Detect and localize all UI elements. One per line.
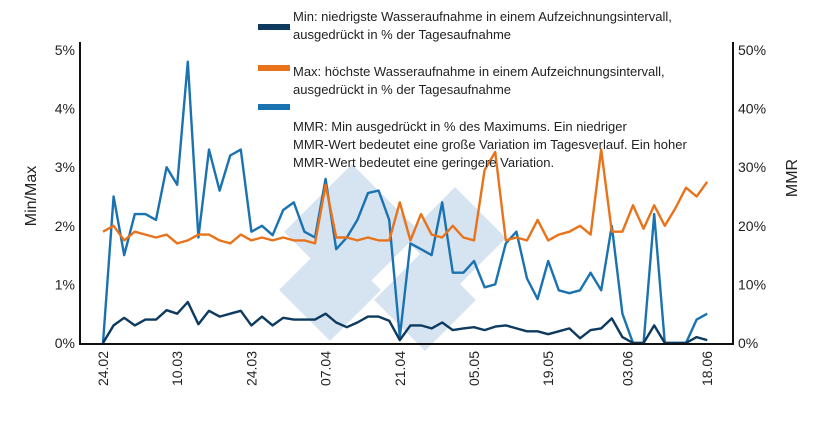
legend-min-line-1: Min: niedrigste Wasseraufnahme in einem … [293, 9, 672, 24]
y-tick-right: 10% [738, 276, 766, 292]
legend-min-line-2: ausgedrückt in % der Tagesaufnahme [293, 27, 511, 42]
x-tick: 07.04 [318, 351, 334, 386]
y-tick-right: 20% [738, 218, 766, 234]
series-line-max [102, 148, 709, 245]
x-tick: 19.05 [540, 351, 556, 386]
x-tick: 21.04 [392, 351, 408, 386]
y-tick-right: 0% [738, 335, 758, 351]
legend-mmr-line-3: MMR-Wert bedeutet eine geringere Variati… [293, 155, 554, 170]
x-tick: 10.03 [169, 351, 185, 386]
y-tick-left: 1% [55, 276, 75, 292]
x-tick: 05.05 [466, 351, 482, 386]
legend-swatch-mmr [258, 104, 290, 110]
series-lines [101, 60, 709, 345]
y-axis-label-left: Min/Max [23, 166, 40, 226]
legend-mmr-line-1: MMR: Min ausgedrückt in % des Maximums. … [293, 119, 627, 134]
tick-labels: 0% 1% 2% 3% 4% 5% 0% 10% 20% 30% 40% 50% 24.02 10.03 2… [55, 42, 766, 386]
legend-swatch-max [258, 65, 290, 71]
y-axis-label-right: MMR [784, 159, 801, 197]
axes [79, 42, 734, 345]
x-tick: 24.02 [95, 351, 111, 386]
y-tick-left: 0% [55, 335, 75, 351]
legend-mmr-line-2: MMR-Wert bedeutet eine große Variation i… [293, 137, 687, 152]
series-line-min [101, 300, 708, 345]
legend-max-line-2: ausgedrückt in % der Tagesaufnahme [293, 82, 511, 97]
y-tick-left: 2% [55, 218, 75, 234]
y-tick-left: 4% [55, 101, 75, 117]
y-tick-left: 3% [55, 159, 75, 175]
x-tick: 18.06 [699, 351, 715, 386]
legend-swatch-min [258, 24, 290, 30]
x-tick: 24.03 [243, 351, 259, 386]
x-tick: 03.06 [620, 351, 636, 386]
watermark-diamond [279, 239, 381, 341]
series-line-mmr [101, 60, 708, 345]
y-tick-right: 30% [738, 159, 766, 175]
y-tick-right: 40% [738, 101, 766, 117]
legend-max-line-1: Max: höchste Wasseraufnahme in einem Auf… [293, 64, 665, 79]
y-tick-right: 50% [738, 42, 766, 58]
y-tick-left: 5% [55, 42, 75, 58]
legend: Min: niedrigste Wasseraufnahme in einem … [258, 9, 687, 170]
